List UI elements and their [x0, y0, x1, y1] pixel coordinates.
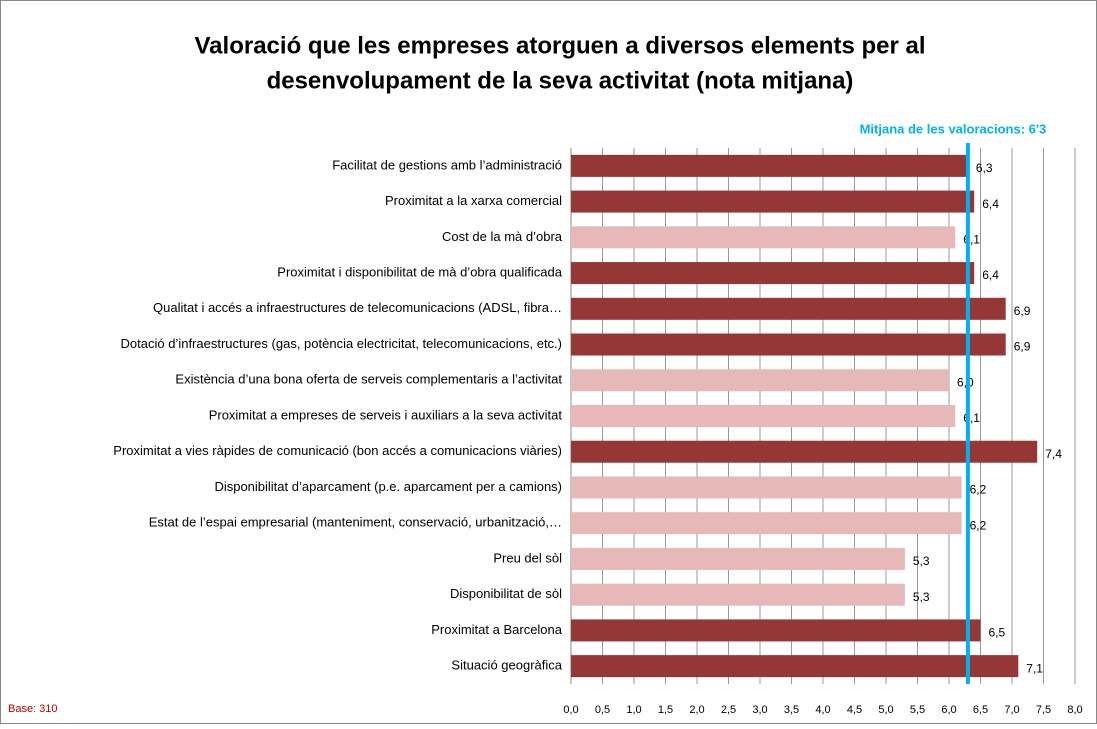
value-label: 6,5: [989, 626, 1006, 640]
value-label: 6,4: [982, 268, 999, 282]
category-label: Proximitat a Barcelona: [431, 622, 563, 637]
x-tick-label: 3,5: [784, 704, 799, 716]
bar: [571, 297, 1006, 320]
value-label: 6,9: [1014, 340, 1031, 354]
category-label: Proximitat i disponibilitat de mà d’obra…: [277, 265, 562, 280]
category-label: Preu del sòl: [493, 550, 562, 565]
x-tick-label: 2,0: [689, 704, 704, 716]
category-label: Proximitat a empreses de serveis i auxil…: [209, 407, 563, 422]
x-tick-label: 1,0: [626, 704, 641, 716]
category-label: Facilitat de gestions amb l’administraci…: [332, 157, 562, 172]
x-tick-label: 3,0: [752, 704, 767, 716]
category-label: Situació geogràfica: [451, 658, 562, 673]
bar: [571, 333, 1006, 356]
bar: [571, 154, 968, 177]
value-label: 6,1: [963, 411, 980, 425]
x-tick-label: 6,5: [973, 704, 988, 716]
bar: [571, 440, 1038, 463]
footnote: Base: 310: [8, 703, 58, 715]
bar: [571, 262, 975, 285]
x-tick-label: 7,0: [1004, 704, 1019, 716]
bar: [571, 547, 905, 570]
bar: [571, 655, 1019, 678]
bar: [571, 369, 949, 392]
bar: [571, 583, 905, 606]
value-label: 6,2: [970, 483, 987, 497]
x-tick-label: 0,0: [563, 704, 578, 716]
value-label: 7,1: [1026, 661, 1043, 675]
category-label: Disponibilitat de sòl: [450, 586, 562, 601]
x-tick-label: 0,5: [595, 704, 610, 716]
value-label: 6,4: [982, 197, 999, 211]
bar: [571, 190, 975, 213]
value-label: 6,2: [970, 518, 987, 532]
category-label: Dotació d’infraestructures (gas, potènci…: [121, 336, 562, 351]
category-label: Proximitat a la xarxa comercial: [385, 193, 562, 208]
category-label: Disponibilitat d’aparcament (p.e. aparca…: [214, 479, 562, 494]
x-tick-label: 1,5: [658, 704, 673, 716]
category-label: Cost de la mà d’obra: [442, 229, 563, 244]
reference-label: Mitjana de les valoracions: 6'3: [860, 121, 1047, 136]
value-label: 6,9: [1014, 304, 1031, 318]
x-tick-label: 5,5: [910, 704, 925, 716]
bar: [571, 476, 962, 499]
x-tick-label: 7,5: [1036, 704, 1051, 716]
category-label: Proximitat a vies ràpides de comunicació…: [113, 443, 562, 458]
bar: [571, 226, 956, 249]
bar: [571, 512, 962, 535]
x-tick-label: 8,0: [1067, 704, 1082, 716]
chart-title: Valoració que les empreses atorguen a di…: [195, 32, 926, 59]
bar: [571, 619, 981, 642]
value-label: 6,3: [976, 161, 993, 175]
x-tick-label: 4,5: [847, 704, 862, 716]
bar: [571, 405, 956, 427]
x-tick-label: 6,0: [941, 704, 956, 716]
chart-title: desenvolupament de la seva activitat (no…: [267, 67, 854, 94]
x-tick-label: 5,0: [878, 704, 893, 716]
x-tick-label: 4,0: [815, 704, 830, 716]
category-label: Qualitat i accés a infraestructures de t…: [153, 300, 562, 315]
category-label: Existència d’una bona oferta de serveis …: [175, 372, 562, 387]
value-label: 6,1: [963, 233, 980, 247]
category-label: Estat de l’espai empresarial (mantenimen…: [149, 515, 562, 530]
x-tick-label: 2,5: [721, 704, 736, 716]
value-label: 7,4: [1045, 447, 1062, 461]
value-label: 5,3: [913, 554, 930, 568]
value-label: 6,0: [957, 375, 974, 389]
value-label: 5,3: [913, 590, 930, 604]
